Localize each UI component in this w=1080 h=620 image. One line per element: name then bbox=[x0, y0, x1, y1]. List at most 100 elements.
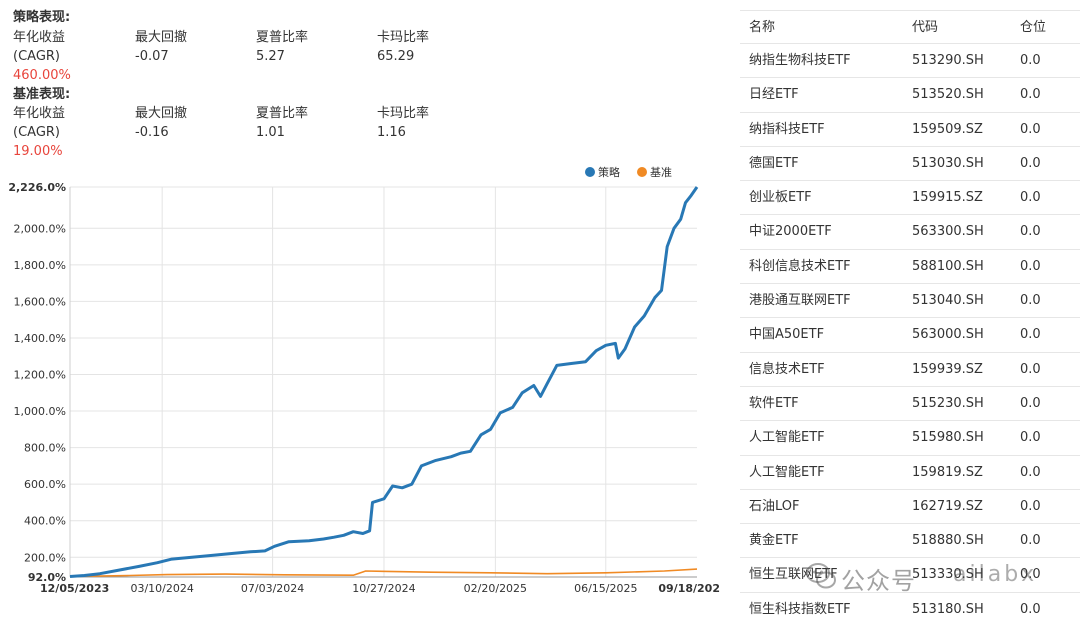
cell-position: 0.0 bbox=[1020, 190, 1041, 206]
returns-chart-svg: 2,226.0% 2,000.0% 1,800.0% 1,600.0% 1,400.0%… bbox=[8, 165, 720, 595]
y-tick-label: 92.0% bbox=[28, 571, 66, 584]
strategy-cagr-label: 年化收益 bbox=[13, 30, 66, 45]
table-row[interactable]: 科创信息技术ETF 588100.SH 0.0 bbox=[740, 249, 1080, 285]
watermark-text-2: ailabx bbox=[953, 562, 1038, 587]
cell-code: 159509.SZ bbox=[912, 121, 983, 137]
benchmark-line bbox=[69, 568, 698, 578]
cell-position: 0.0 bbox=[1020, 601, 1041, 617]
table-row[interactable]: 黄金ETF 518880.SH 0.0 bbox=[740, 524, 1080, 559]
strategy-calmar-label: 卡玛比率 bbox=[377, 30, 430, 45]
cell-name: 中证2000ETF bbox=[749, 224, 832, 240]
cell-name: 纳指科技ETF bbox=[749, 121, 825, 137]
cell-code: 159915.SZ bbox=[912, 190, 983, 206]
strategy-line bbox=[69, 186, 699, 578]
cell-code: 513330.SH bbox=[912, 567, 984, 583]
table-row[interactable]: 人工智能ETF 515980.SH 0.0 bbox=[740, 421, 1080, 456]
cell-position: 0.0 bbox=[1020, 293, 1041, 309]
cell-name: 恒生科技指数ETF bbox=[749, 601, 851, 617]
cell-position: 0.0 bbox=[1020, 464, 1041, 480]
y-tick-label: 1,400.0% bbox=[14, 332, 66, 345]
table-row[interactable]: 创业板ETF 159915.SZ 0.0 bbox=[740, 181, 1080, 216]
cell-position: 0.0 bbox=[1020, 87, 1041, 103]
y-tick-label: 1,800.0% bbox=[14, 259, 66, 272]
strategy-sharpe-value: 5.27 bbox=[256, 49, 285, 64]
table-row[interactable]: 港股通互联网ETF 513040.SH 0.0 bbox=[740, 284, 1080, 319]
cell-code: 159939.SZ bbox=[912, 361, 983, 377]
cell-name: 纳指生物科技ETF bbox=[749, 53, 851, 68]
cell-position: 0.0 bbox=[1020, 327, 1041, 343]
table-row[interactable]: 中国A50ETF 563000.SH 0.0 bbox=[740, 318, 1080, 353]
benchmark-sharpe-label: 夏普比率 bbox=[256, 106, 309, 121]
cell-position: 0.0 bbox=[1020, 121, 1041, 137]
table-row[interactable]: 人工智能ETF 159819.SZ 0.0 bbox=[740, 455, 1080, 490]
cell-code: 563000.SH bbox=[912, 327, 984, 343]
y-tick-label: 200.0% bbox=[24, 551, 66, 564]
x-tick-label: 02/20/2025 bbox=[464, 582, 527, 595]
cell-name: 创业板ETF bbox=[749, 190, 812, 206]
cell-name: 石油LOF bbox=[749, 498, 800, 514]
returns-chart: 2,226.0% 2,000.0% 1,800.0% 1,600.0% 1,400.0%… bbox=[0, 158, 720, 620]
x-tick-label: 03/10/2024 bbox=[130, 582, 193, 595]
strategy-mdd-label: 最大回撤 bbox=[135, 30, 188, 45]
cell-position: 0.0 bbox=[1020, 430, 1041, 446]
table-row[interactable]: 纳指科技ETF 159509.SZ 0.0 bbox=[740, 112, 1080, 147]
table-row[interactable]: 信息技术ETF 159939.SZ 0.0 bbox=[740, 352, 1080, 387]
cell-code: 162719.SZ bbox=[912, 498, 983, 514]
cell-position: 0.0 bbox=[1020, 155, 1041, 171]
legend-marker-benchmark bbox=[637, 167, 647, 177]
cell-name: 日经ETF bbox=[749, 87, 799, 103]
table-row[interactable]: 石油LOF 162719.SZ 0.0 bbox=[740, 489, 1080, 525]
cell-position: 0.0 bbox=[1020, 361, 1041, 377]
cell-name: 港股通互联网ETF bbox=[749, 293, 851, 309]
cell-code: 513040.SH bbox=[912, 293, 984, 309]
table-row[interactable]: 纳指生物科技ETF 513290.SH 0.0 bbox=[740, 44, 1080, 79]
benchmark-calmar-label: 卡玛比率 bbox=[377, 106, 430, 121]
x-tick-label: 12/05/2023 bbox=[40, 582, 109, 595]
watermark-text-1: 公众号 bbox=[841, 567, 916, 595]
cell-code: 515980.SH bbox=[912, 430, 984, 446]
legend-label-benchmark: 基准 bbox=[650, 166, 672, 179]
cell-name: 德国ETF bbox=[749, 155, 799, 171]
benchmark-title: 基准表现: bbox=[13, 87, 71, 102]
cell-code: 515230.SH bbox=[912, 395, 984, 411]
y-tick-label: 800.0% bbox=[24, 442, 66, 455]
x-tick-label: 07/03/2024 bbox=[241, 582, 304, 595]
cell-code: 518880.SH bbox=[912, 533, 984, 549]
table-row[interactable]: 日经ETF 513520.SH 0.0 bbox=[740, 78, 1080, 113]
y-tick-label: 2,000.0% bbox=[14, 222, 66, 235]
cell-code: 513290.SH bbox=[912, 53, 984, 68]
benchmark-mdd-label: 最大回撤 bbox=[135, 106, 188, 121]
cell-position: 0.0 bbox=[1020, 498, 1041, 514]
benchmark-cagr-label: 年化收益 bbox=[13, 106, 66, 121]
y-tick-label: 400.0% bbox=[24, 515, 66, 528]
y-tick-label: 1,600.0% bbox=[14, 295, 66, 308]
cell-position: 0.0 bbox=[1020, 533, 1041, 549]
cell-name: 中国A50ETF bbox=[749, 327, 825, 343]
benchmark-cagr-label-en: (CAGR) bbox=[13, 125, 60, 140]
strategy-calmar-value: 65.29 bbox=[377, 49, 415, 64]
legend-label-strategy: 策略 bbox=[598, 165, 620, 179]
strategy-mdd-value: -0.07 bbox=[135, 49, 169, 64]
cell-name: 人工智能ETF bbox=[749, 464, 825, 480]
cell-code: 513030.SH bbox=[912, 155, 984, 171]
cell-position: 0.0 bbox=[1020, 395, 1041, 411]
table-header-row: 名称 代码 仓位 bbox=[740, 10, 1080, 44]
strategy-sharpe-label: 夏普比率 bbox=[256, 30, 309, 45]
table-row[interactable]: 恒生科技指数ETF 513180.SH 0.0 bbox=[740, 592, 1080, 620]
cell-name: 科创信息技术ETF bbox=[749, 258, 851, 274]
cell-position: 0.0 bbox=[1020, 224, 1041, 240]
wechat-icon bbox=[806, 563, 836, 589]
table-row[interactable]: 德国ETF 513030.SH 0.0 bbox=[740, 146, 1080, 182]
header-code: 代码 bbox=[912, 20, 939, 35]
cell-code: 159819.SZ bbox=[912, 464, 983, 480]
holdings-table: 名称 代码 仓位 纳指生物科技ETF 513290.SH 0.0 日经ETF 51352… bbox=[740, 10, 1080, 620]
cell-code: 588100.SH bbox=[912, 258, 984, 274]
x-tick-label: 06/15/2025 bbox=[574, 582, 637, 595]
table-row[interactable]: 软件ETF 515230.SH 0.0 bbox=[740, 386, 1080, 422]
strategy-cagr-value: 460.00% bbox=[13, 68, 71, 83]
cell-name: 信息技术ETF bbox=[749, 361, 825, 377]
x-tick-label: 09/18/202 bbox=[658, 582, 720, 595]
cell-position: 0.0 bbox=[1020, 258, 1041, 274]
strategy-cagr-label-en: (CAGR) bbox=[13, 49, 60, 64]
table-row[interactable]: 中证2000ETF 563300.SH 0.0 bbox=[740, 215, 1080, 250]
